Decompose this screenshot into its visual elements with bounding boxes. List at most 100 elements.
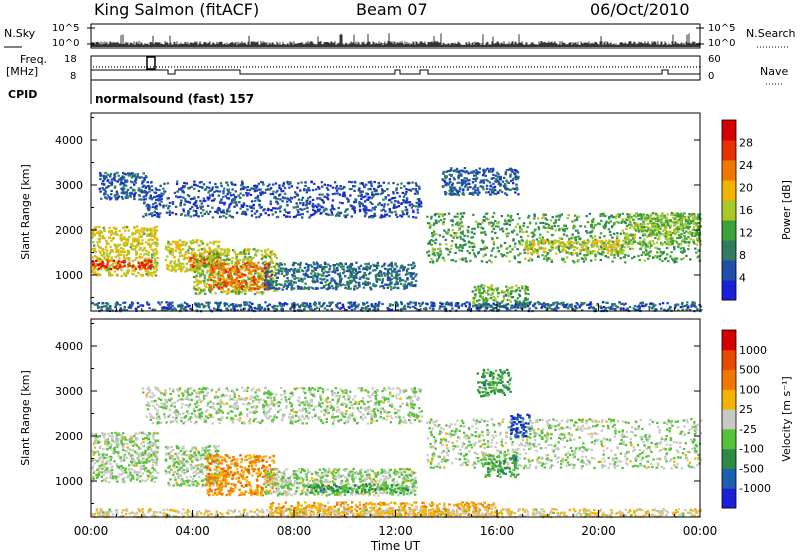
power-colorbar-segment [722,200,736,221]
time-tick-label: 08:00 [277,524,312,538]
power-colorbar-tick: 16 [739,204,753,217]
time-tick-label: 12:00 [378,524,413,538]
velocity-colorbar-segment [722,488,736,509]
noise-left-top-tick: 10^5 [52,23,80,34]
power-colorbar-segment [722,160,736,181]
power-ytick-label: 1000 [55,269,83,282]
power-region-12 [441,167,520,197]
power-data-layer [91,167,703,313]
velocity-region-8 [476,368,512,398]
nave-label: Nave [760,65,789,78]
power-region-0 [91,225,159,278]
power-region-11 [624,212,702,246]
noise-right-top-tick: 10^5 [708,23,736,34]
station-title: King Salmon (fitACF) [94,0,260,19]
time-tick-label: 00:00 [74,524,109,538]
time-tick-label: 00:00 [683,524,718,538]
velocity-colorbar-tick: -500 [739,462,764,475]
power-colorbar-segment [722,280,736,301]
noise-panel-frame [90,23,701,49]
power-colorbar-tick: 8 [739,249,746,262]
cpid-label: CPID [8,88,38,101]
power-region-6 [98,171,149,201]
power-region-5 [208,261,271,291]
velocity-colorbar-tick: -1000 [739,482,771,495]
velocity-region-5 [307,483,409,495]
freq-label: Freq. [20,53,48,66]
freq-top-tick: 18 [64,54,77,65]
velocity-ytick-label: 2000 [55,430,83,443]
velocity-region-9 [509,413,531,439]
frequency-trace [91,69,700,75]
nave-top-tick: 60 [708,54,721,65]
power-ylabel: Slant Range [km] [19,164,32,260]
velocity-colorbar-tick: 500 [739,364,760,377]
power-colorbar-label: Power [dB] [780,180,793,240]
velocity-colorbar-segment [722,448,736,469]
power-region-7 [142,180,423,219]
power-colorbar-tick: 28 [739,137,753,150]
velocity-colorbar-tick: -100 [739,443,764,456]
time-tick-label: 16:00 [480,524,515,538]
n-search-label: N.Search [746,27,796,40]
velocity-region-11 [91,508,703,519]
power-colorbar-frame [721,119,737,301]
power-ytick-label: 4000 [55,134,83,147]
power-colorbar-segment [722,180,736,201]
power-colorbar-segment [722,140,736,161]
power-region-8 [263,261,418,291]
velocity-region-3 [141,386,424,425]
power-colorbar-tick: 20 [739,182,753,195]
velocity-colorbar-tick: 1000 [739,344,767,357]
velocity-region-6 [426,418,703,470]
time-axis-label: Time UT [370,539,421,553]
freq-unit-label: [MHz] [6,65,39,78]
cpid-value: normalsound (fast) 157 [95,92,255,106]
noise-left-bottom-tick: 10^0 [52,38,80,49]
velocity-data-layer [91,368,703,519]
power-region-1 [91,259,153,271]
velocity-colorbar-segment [722,369,736,390]
velocity-colorbar-label: Velocity [m s⁻¹] [780,376,793,461]
power-colorbar-tick: 4 [739,272,746,285]
noise-right-bottom-tick: 10^0 [708,38,736,49]
nave-bottom-tick: 0 [708,71,715,82]
velocity-colorbar-segment [722,468,736,489]
beam-title: Beam 07 [356,0,428,19]
power-colorbar-segment [722,220,736,241]
power-ytick-label: 3000 [55,179,83,192]
velocity-region-1 [164,445,221,488]
velocity-ytick-label: 1000 [55,475,83,488]
time-tick-label: 04:00 [175,524,210,538]
date-title: 06/Oct/2010 [590,0,690,19]
power-colorbar-tick: 12 [739,227,753,240]
n-sky-label: N.Sky [4,27,36,40]
velocity-colorbar-tick: -25 [739,423,757,436]
velocity-ytick-label: 3000 [55,385,83,398]
freq-panel-frame [90,55,701,81]
velocity-colorbar-tick: 100 [739,383,760,396]
velocity-colorbar-segment [722,389,736,410]
freq-bottom-tick: 8 [70,71,77,82]
power-colorbar-segment [722,240,736,261]
power-colorbar-segment [722,120,736,141]
power-region-10 [524,239,627,255]
power-colorbar-segment [722,260,736,281]
velocity-ylabel: Slant Range [km] [19,370,32,466]
frequency-spike [146,56,156,70]
power-colorbar-tick: 24 [739,159,753,172]
velocity-colorbar-frame [721,329,737,509]
velocity-region-2 [205,454,279,497]
power-ytick-label: 2000 [55,224,83,237]
velocity-colorbar-segment [722,349,736,371]
velocity-colorbar-segment [722,330,736,351]
noise-trace [91,33,700,47]
velocity-colorbar-tick: 25 [739,403,753,416]
velocity-ytick-label: 4000 [55,340,83,353]
velocity-colorbar-segment [722,409,736,430]
velocity-colorbar-segment [722,428,736,450]
velocity-region-7 [484,454,520,479]
time-tick-label: 20:00 [581,524,616,538]
velocity-region-0 [91,431,160,484]
